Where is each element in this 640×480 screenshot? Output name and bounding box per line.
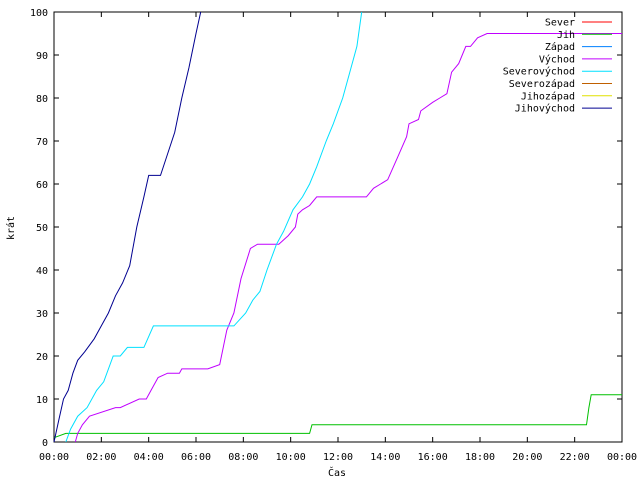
x-tick-label: 18:00 xyxy=(465,452,495,463)
x-tick-label: 00:00 xyxy=(607,452,637,463)
x-tick-label: 06:00 xyxy=(181,452,211,463)
x-tick-label: 00:00 xyxy=(39,452,69,463)
y-tick-label: 20 xyxy=(36,352,48,363)
legend-label: Východ xyxy=(539,53,575,65)
series-line-jihovýchod xyxy=(53,11,202,443)
y-tick-label: 90 xyxy=(36,51,48,62)
y-axis-label: krát xyxy=(5,216,17,240)
y-tick-label: 60 xyxy=(36,180,48,191)
series-line-východ xyxy=(74,33,622,443)
legend-label: Severovýchod xyxy=(503,66,575,78)
x-tick-label: 12:00 xyxy=(323,452,353,463)
legend: SeverJihZápadVýchodSeverovýchodSeverozáp… xyxy=(503,18,612,115)
x-tick-label: 08:00 xyxy=(228,452,258,463)
y-tick-label: 0 xyxy=(42,438,48,449)
x-axis: 00:00 02:00 04:00 06:00 08:00 10:00 12:00 14:00… xyxy=(39,12,637,463)
legend-label: Severozápad xyxy=(509,78,575,90)
x-tick-label: 22:00 xyxy=(560,452,590,463)
y-axis: 0 10 20 30 40 50 60 70 80 90 100 xyxy=(30,8,622,449)
x-tick-label: 04:00 xyxy=(134,452,164,463)
series-line-severovýchod xyxy=(65,11,363,443)
legend-label: Jihozápad xyxy=(521,90,575,102)
legend-label: Západ xyxy=(545,41,575,53)
legend-label: Sever xyxy=(545,18,575,29)
legend-label: Jih xyxy=(557,30,575,41)
x-axis-label: Čas xyxy=(328,466,346,479)
x-tick-label: 16:00 xyxy=(418,452,448,463)
y-tick-label: 100 xyxy=(30,8,48,19)
legend-label: Jihovýchod xyxy=(515,103,575,115)
y-tick-label: 40 xyxy=(36,266,48,277)
y-tick-label: 10 xyxy=(36,395,48,406)
y-tick-label: 50 xyxy=(36,223,48,234)
x-tick-label: 02:00 xyxy=(86,452,116,463)
y-tick-label: 70 xyxy=(36,137,48,148)
x-tick-label: 14:00 xyxy=(370,452,400,463)
y-tick-label: 30 xyxy=(36,309,48,320)
y-tick-label: 80 xyxy=(36,94,48,105)
x-tick-label: 10:00 xyxy=(276,452,306,463)
x-tick-label: 20:00 xyxy=(512,452,542,463)
series-line-jih xyxy=(53,394,622,439)
series-group xyxy=(53,11,622,443)
